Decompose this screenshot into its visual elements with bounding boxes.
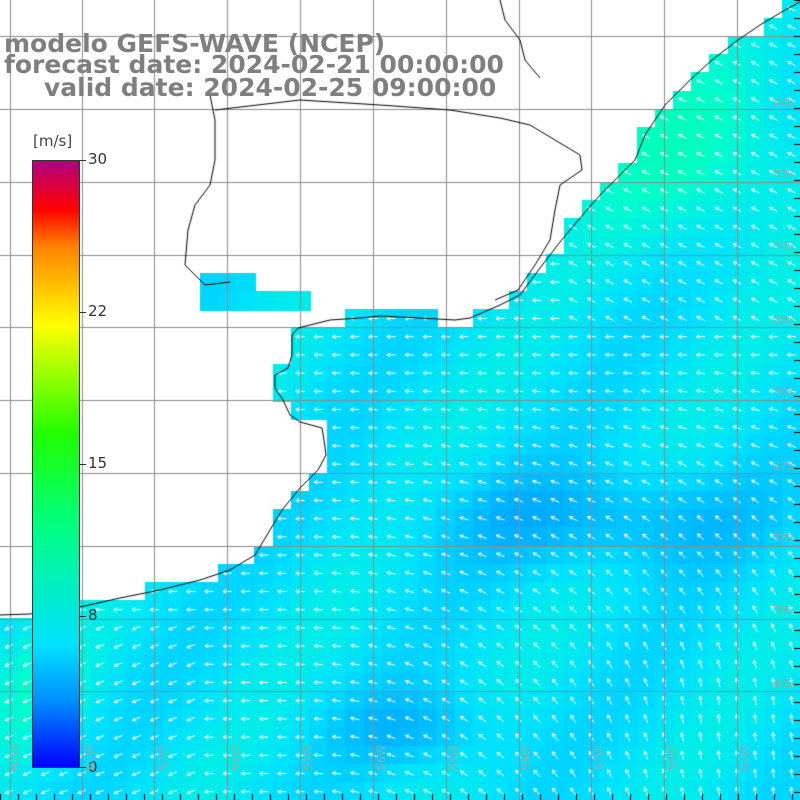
colorbar-units: [m/s] [33,132,73,150]
colorbar [32,160,80,768]
colorbar-tick-label: 0 [88,758,98,776]
lat-label: 34S [773,240,794,253]
lon-label: 53W [593,745,606,770]
colorbar-tick-mark [80,160,86,161]
colorbar-tick-mark [80,312,86,313]
lat-label: 33S [773,168,794,181]
colorbar-tick-label: 30 [88,150,108,168]
lon-label: 57W [302,745,315,770]
lat-label: 39S [773,604,794,617]
lon-label: 59W [157,745,170,770]
colorbar-tick-mark [80,767,86,768]
colorbar-tick-label: 15 [88,454,108,472]
lon-label: 52W [666,745,679,770]
lon-label: 61W [8,745,21,770]
lon-label: 55W [448,745,461,770]
lat-label: 35S [773,313,794,326]
lon-label: 56W [375,745,388,770]
lon-label: 51W [739,745,752,770]
valid-date: valid date: 2024-02-25 09:00:00 [44,73,497,102]
model-title: modelo GEFS-WAVE (NCEP) [4,29,386,58]
colorbar-tick-mark [80,616,86,617]
lon-label: 60W [84,745,97,770]
forecast-date: forecast date: 2024-02-21 00:00:00 [4,50,504,79]
lat-label: 38S [773,532,794,545]
lon-label: 58W [230,745,243,770]
lat-label: 40S [773,677,794,690]
lon-label: 54W [520,745,533,770]
colorbar-tick-label: 8 [88,606,98,624]
lat-label: 32S [773,95,794,108]
lat-label: 37S [773,459,794,472]
colorbar-tick-label: 22 [88,302,108,320]
colorbar-tick-mark [80,464,86,465]
lat-label: 36S [773,386,794,399]
